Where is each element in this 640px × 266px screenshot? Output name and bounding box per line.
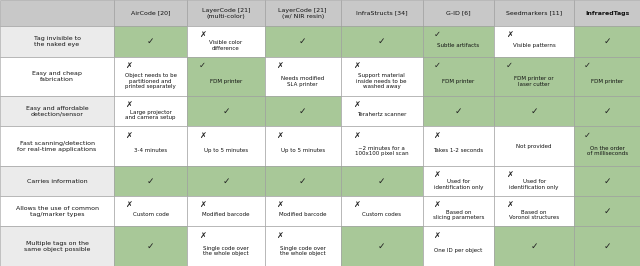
Bar bbox=[265, 166, 340, 196]
Bar bbox=[114, 26, 187, 57]
Text: ✓: ✓ bbox=[604, 107, 611, 116]
Bar bbox=[0, 0, 114, 26]
Text: ✓: ✓ bbox=[506, 61, 513, 70]
Text: Fast scanning/detection
for real-time applications: Fast scanning/detection for real-time ap… bbox=[17, 141, 97, 152]
Text: ✓: ✓ bbox=[433, 30, 440, 39]
Text: Single code over
the whole object: Single code over the whole object bbox=[280, 246, 326, 256]
Text: Not provided: Not provided bbox=[516, 144, 552, 149]
Text: ✓: ✓ bbox=[222, 107, 230, 116]
Bar bbox=[187, 166, 265, 196]
Text: Modified barcode: Modified barcode bbox=[279, 213, 326, 217]
Text: FDM printer: FDM printer bbox=[210, 79, 242, 84]
Bar bbox=[187, 57, 265, 96]
Text: One ID per object: One ID per object bbox=[434, 248, 483, 253]
Text: 3-4 minutes: 3-4 minutes bbox=[134, 148, 167, 153]
Bar bbox=[265, 26, 340, 57]
Text: ✗: ✗ bbox=[353, 131, 360, 140]
Bar bbox=[265, 96, 340, 126]
Text: Based on
slicing parameters: Based on slicing parameters bbox=[433, 210, 484, 220]
Text: ✓: ✓ bbox=[604, 177, 611, 186]
Text: ✓: ✓ bbox=[531, 242, 538, 251]
Text: ✗: ✗ bbox=[506, 30, 513, 39]
Bar bbox=[574, 166, 640, 196]
Bar bbox=[265, 0, 340, 26]
Text: ✓: ✓ bbox=[604, 242, 611, 251]
Text: InfraredTags: InfraredTags bbox=[585, 11, 629, 16]
Bar bbox=[0, 166, 114, 196]
Text: Up to 5 minutes: Up to 5 minutes bbox=[280, 148, 324, 153]
Bar bbox=[494, 0, 574, 26]
Text: ✗: ✗ bbox=[353, 61, 360, 70]
Text: ✗: ✗ bbox=[276, 200, 283, 209]
Text: ✓: ✓ bbox=[454, 107, 462, 116]
Bar bbox=[0, 196, 114, 226]
Bar bbox=[574, 0, 640, 26]
Text: ✗: ✗ bbox=[276, 61, 283, 70]
Bar bbox=[0, 226, 114, 266]
Text: ✓: ✓ bbox=[531, 107, 538, 116]
Bar bbox=[574, 57, 640, 96]
Text: ✓: ✓ bbox=[378, 37, 385, 46]
Bar bbox=[340, 126, 422, 166]
Text: Up to 5 minutes: Up to 5 minutes bbox=[204, 148, 248, 153]
Bar bbox=[114, 126, 187, 166]
Bar bbox=[114, 196, 187, 226]
Text: Multiple tags on the
same object possible: Multiple tags on the same object possibl… bbox=[24, 240, 90, 252]
Bar bbox=[422, 126, 494, 166]
Text: Used for
identification only: Used for identification only bbox=[434, 179, 483, 190]
Text: LayerCode [21]
(multi-color): LayerCode [21] (multi-color) bbox=[202, 8, 250, 19]
Text: Object needs to be
partitioned and
printed separately: Object needs to be partitioned and print… bbox=[125, 73, 177, 89]
Text: FDM printer or
laser cutter: FDM printer or laser cutter bbox=[515, 76, 554, 86]
Bar bbox=[422, 0, 494, 26]
Bar bbox=[187, 126, 265, 166]
Text: ✓: ✓ bbox=[299, 177, 307, 186]
Text: ✗: ✗ bbox=[125, 200, 132, 209]
Text: ✗: ✗ bbox=[433, 231, 440, 240]
Text: Carries information: Carries information bbox=[27, 178, 88, 184]
Text: Visible color
difference: Visible color difference bbox=[209, 40, 243, 51]
Text: Subtle artifacts: Subtle artifacts bbox=[437, 43, 479, 48]
Text: ✓: ✓ bbox=[147, 177, 154, 186]
Bar bbox=[187, 226, 265, 266]
Bar bbox=[340, 166, 422, 196]
Bar bbox=[114, 57, 187, 96]
Bar bbox=[574, 26, 640, 57]
Bar bbox=[114, 0, 187, 26]
Text: ✗: ✗ bbox=[125, 131, 132, 140]
Bar bbox=[422, 26, 494, 57]
Bar bbox=[265, 226, 340, 266]
Bar bbox=[340, 0, 422, 26]
Text: ✗: ✗ bbox=[433, 170, 440, 179]
Text: ✓: ✓ bbox=[604, 37, 611, 46]
Text: ✗: ✗ bbox=[125, 100, 132, 109]
Text: ✗: ✗ bbox=[276, 231, 283, 240]
Bar bbox=[494, 226, 574, 266]
Text: Easy and cheap
fabrication: Easy and cheap fabrication bbox=[32, 71, 82, 82]
Text: ✗: ✗ bbox=[199, 231, 206, 240]
Bar bbox=[574, 126, 640, 166]
Bar bbox=[0, 126, 114, 166]
Text: FDM printer: FDM printer bbox=[591, 79, 623, 84]
Text: ✓: ✓ bbox=[147, 37, 154, 46]
Text: Support material
inside needs to be
washed away: Support material inside needs to be wash… bbox=[356, 73, 407, 89]
Bar bbox=[114, 96, 187, 126]
Text: ✗: ✗ bbox=[433, 131, 440, 140]
Text: Takes 1-2 seconds: Takes 1-2 seconds bbox=[433, 148, 483, 153]
Text: ✗: ✗ bbox=[199, 131, 206, 140]
Text: LayerCode [21]
(w/ NIR resin): LayerCode [21] (w/ NIR resin) bbox=[278, 8, 327, 19]
Text: ✓: ✓ bbox=[378, 177, 385, 186]
Bar bbox=[265, 126, 340, 166]
Text: ✗: ✗ bbox=[433, 200, 440, 209]
Bar bbox=[494, 166, 574, 196]
Bar bbox=[265, 196, 340, 226]
Text: Custom codes: Custom codes bbox=[362, 213, 401, 217]
Text: ~2 minutes for a
100x100 pixel scan: ~2 minutes for a 100x100 pixel scan bbox=[355, 146, 408, 156]
Text: Needs modified
SLA printer: Needs modified SLA printer bbox=[281, 76, 324, 86]
Text: Large projector
and camera setup: Large projector and camera setup bbox=[125, 110, 176, 120]
Text: Custom code: Custom code bbox=[132, 213, 169, 217]
Text: Single code over
the whole object: Single code over the whole object bbox=[203, 246, 249, 256]
Text: FDM printer: FDM printer bbox=[442, 79, 474, 84]
Bar bbox=[494, 57, 574, 96]
Bar bbox=[340, 196, 422, 226]
Bar bbox=[422, 96, 494, 126]
